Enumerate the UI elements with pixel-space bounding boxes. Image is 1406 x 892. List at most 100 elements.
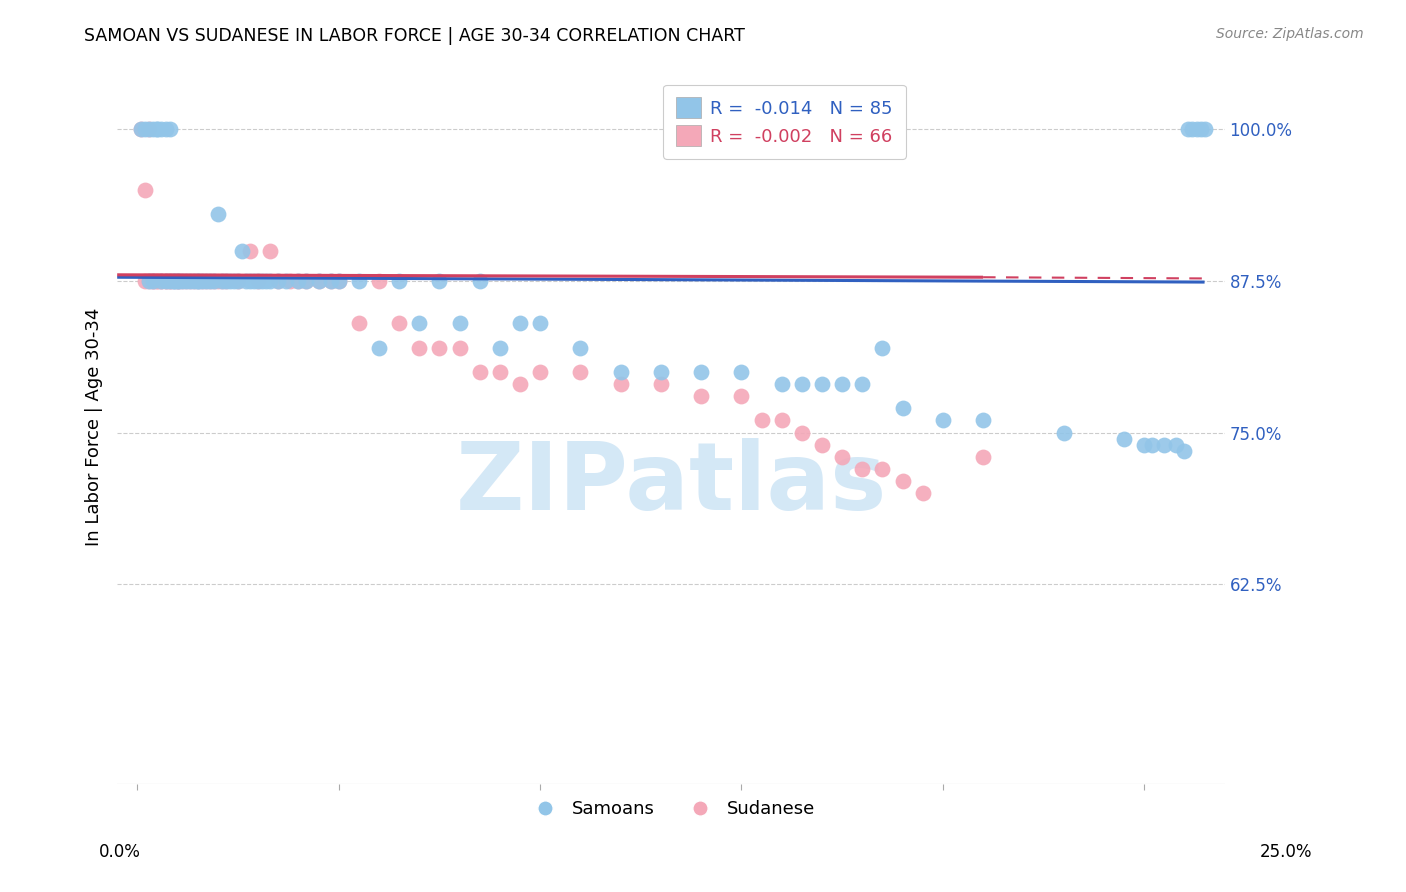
Point <box>187 274 209 288</box>
Point <box>1166 438 1188 452</box>
Point <box>529 365 551 379</box>
Point <box>150 274 173 288</box>
Point <box>295 274 318 288</box>
Point <box>231 244 253 258</box>
Point <box>138 274 160 288</box>
Point <box>198 274 221 288</box>
Point <box>166 274 188 288</box>
Point <box>1052 425 1074 440</box>
Point <box>259 244 281 258</box>
Point <box>368 341 391 355</box>
Point <box>408 341 430 355</box>
Point <box>131 122 153 136</box>
Point <box>183 274 205 288</box>
Y-axis label: In Labor Force | Age 30-34: In Labor Force | Age 30-34 <box>86 307 103 546</box>
Point <box>219 274 242 288</box>
Point <box>1185 122 1208 136</box>
Point <box>166 274 188 288</box>
Point <box>162 274 184 288</box>
Point <box>1153 438 1175 452</box>
Point <box>488 365 510 379</box>
Point <box>170 274 193 288</box>
Point <box>226 274 249 288</box>
Point <box>1112 432 1135 446</box>
Point <box>166 274 188 288</box>
Point <box>287 274 309 288</box>
Point <box>972 450 994 464</box>
Point <box>146 122 169 136</box>
Point <box>408 316 430 330</box>
Point <box>609 365 631 379</box>
Text: ZIPatlas: ZIPatlas <box>456 438 887 530</box>
Point <box>138 122 160 136</box>
Point <box>831 376 853 391</box>
Point <box>368 274 391 288</box>
Point <box>239 244 262 258</box>
Point <box>488 341 510 355</box>
Point <box>187 274 209 288</box>
Point <box>150 274 173 288</box>
Point <box>280 274 302 288</box>
Text: SAMOAN VS SUDANESE IN LABOR FORCE | AGE 30-34 CORRELATION CHART: SAMOAN VS SUDANESE IN LABOR FORCE | AGE … <box>84 27 745 45</box>
Point <box>811 376 834 391</box>
Point <box>150 122 173 136</box>
Point <box>1142 438 1164 452</box>
Point <box>770 413 793 427</box>
Point <box>155 122 177 136</box>
Point <box>932 413 955 427</box>
Point <box>191 274 214 288</box>
Point <box>247 274 270 288</box>
Point <box>155 274 177 288</box>
Point <box>159 274 181 288</box>
Point <box>468 274 491 288</box>
Point <box>569 341 592 355</box>
Point <box>211 274 233 288</box>
Point <box>254 274 277 288</box>
Point <box>174 274 197 288</box>
Point <box>1133 438 1156 452</box>
Point <box>267 274 290 288</box>
Point <box>191 274 214 288</box>
Point <box>751 413 773 427</box>
Point <box>1177 122 1199 136</box>
Point <box>790 425 813 440</box>
Point <box>215 274 238 288</box>
Point <box>183 274 205 288</box>
Point <box>429 274 451 288</box>
Point <box>1173 443 1195 458</box>
Point <box>146 274 169 288</box>
Point <box>468 365 491 379</box>
Point <box>1181 122 1204 136</box>
Point <box>872 341 894 355</box>
Point <box>259 274 281 288</box>
Point <box>295 274 318 288</box>
Point <box>770 376 793 391</box>
Point <box>187 274 209 288</box>
Point <box>690 365 713 379</box>
Point <box>207 207 229 221</box>
Point <box>159 274 181 288</box>
Point <box>347 316 370 330</box>
Point <box>142 274 165 288</box>
Point <box>211 274 233 288</box>
Point <box>162 274 184 288</box>
Point <box>276 274 298 288</box>
Point <box>159 122 181 136</box>
Point <box>179 274 201 288</box>
Point <box>207 274 229 288</box>
Point <box>328 274 350 288</box>
Point <box>347 274 370 288</box>
Point <box>194 274 217 288</box>
Point <box>851 462 873 476</box>
Point <box>138 122 160 136</box>
Point <box>388 274 411 288</box>
Point <box>851 376 873 391</box>
Point <box>609 376 631 391</box>
Point <box>328 274 350 288</box>
Point <box>166 274 188 288</box>
Point <box>142 274 165 288</box>
Point <box>388 316 411 330</box>
Point <box>308 274 330 288</box>
Point <box>650 376 672 391</box>
Point <box>250 274 273 288</box>
